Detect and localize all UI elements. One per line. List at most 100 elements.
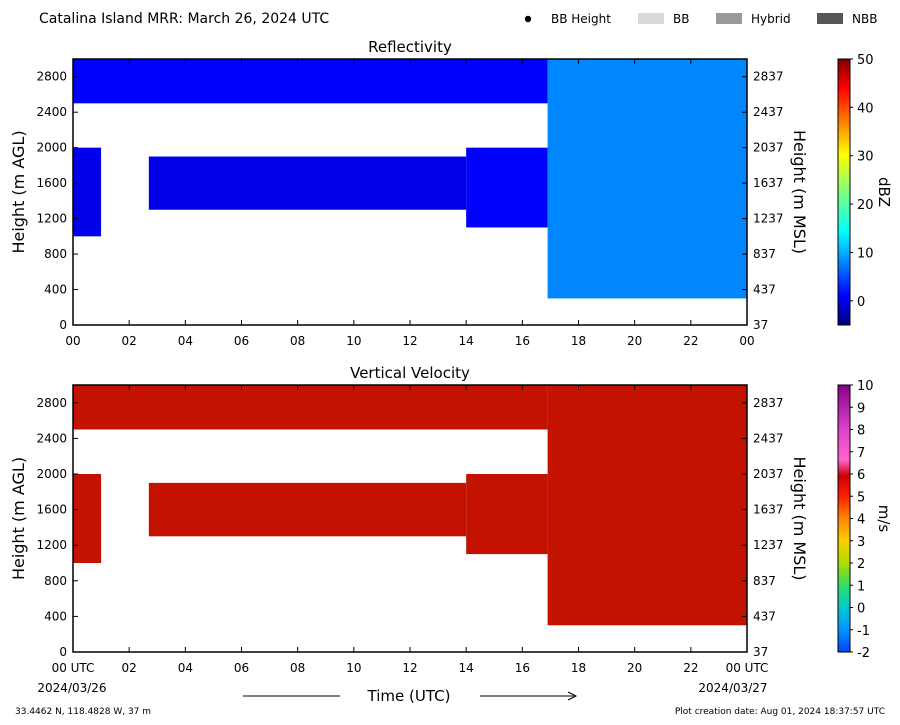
arrow-head-icon [567, 691, 578, 701]
colorbar-tick-label: 40 [857, 101, 874, 116]
x-tick-label: 18 [571, 661, 586, 675]
start-date-label: 2024/03/26 [37, 681, 106, 695]
y-tick-label: 2800 [36, 70, 67, 84]
y-tick-right-label: 837 [753, 574, 776, 588]
x-tick-label: 20 [627, 661, 642, 675]
colorbar-tick-label: 20 [857, 198, 874, 213]
y-tick-right-label: 437 [753, 283, 776, 297]
echo-region [73, 59, 548, 104]
colorbar-tick-label: 10 [857, 246, 874, 261]
legend: BB Height BB Hybrid NBB [524, 12, 877, 26]
chart-title: Catalina Island MRR: March 26, 2024 UTC [39, 11, 329, 27]
y-tick-right-label: 1637 [753, 503, 784, 517]
y-tick-right-label: 2037 [753, 141, 784, 155]
legend-label: Hybrid [751, 12, 791, 26]
y-tick-label: 0 [59, 318, 67, 332]
y-axis-right-label: Height (m MSL) [790, 130, 809, 254]
colorbar-tick-label: 30 [857, 150, 874, 165]
x-tick-label: 22 [683, 661, 698, 675]
x-tick-label: 06 [234, 334, 249, 348]
legend-swatch [638, 13, 664, 24]
x-tick-label: 12 [402, 661, 417, 675]
y-tick-label: 0 [59, 645, 67, 659]
colorbar-tick-label: 9 [857, 401, 865, 416]
y-tick-label: 1200 [36, 212, 67, 226]
x-tick-label: 10 [346, 661, 361, 675]
y-tick-right-label: 2837 [753, 70, 784, 84]
colorbar-tick-label: -1 [857, 624, 870, 639]
x-tick-label: 12 [402, 334, 417, 348]
echo-region [73, 385, 548, 430]
colorbar [837, 384, 851, 653]
x-tick-label: 00 UTC [726, 661, 769, 675]
legend-swatch [817, 13, 843, 24]
x-tick-label: 14 [459, 661, 474, 675]
echo-region [73, 474, 102, 563]
y-tick-right-label: 2437 [753, 105, 784, 119]
colorbar-tick-label: 5 [857, 490, 865, 505]
x-tick-label: 04 [178, 334, 193, 348]
colorbar-tick-label: 0 [857, 602, 865, 617]
y-tick-label: 800 [44, 247, 67, 261]
y-tick-right-label: 437 [753, 609, 776, 623]
y-tick-right-label: 837 [753, 247, 776, 261]
creation-date-text: Plot creation date: Aug 01, 2024 18:37:5… [675, 707, 885, 717]
y-tick-right-label: 2437 [753, 431, 784, 445]
x-tick-label: 16 [515, 661, 530, 675]
x-tick-label: 02 [122, 661, 137, 675]
echo-region [466, 474, 548, 555]
y-tick-label: 400 [44, 609, 67, 623]
echo-region [466, 147, 548, 228]
y-tick-label: 2400 [36, 105, 67, 119]
colorbar-label: dBZ [875, 177, 893, 207]
echo-region [547, 59, 747, 299]
y-tick-label: 2000 [36, 141, 67, 155]
y-tick-label: 1600 [36, 176, 67, 190]
x-tick-label: 04 [178, 661, 193, 675]
x-tick-label: 00 [65, 334, 80, 348]
x-tick-label: 02 [122, 334, 137, 348]
echo-region [547, 385, 747, 626]
y-tick-right-label: 2837 [753, 396, 784, 410]
x-tick-label: 00 UTC [52, 661, 95, 675]
colorbar-tick-label: -2 [857, 646, 870, 661]
x-tick-label: 18 [571, 334, 586, 348]
y-tick-label: 2000 [36, 467, 67, 481]
colorbar-tick-label: 2 [857, 557, 865, 572]
y-tick-right-label: 37 [753, 645, 768, 659]
y-tick-right-label: 37 [753, 318, 768, 332]
x-tick-label: 08 [290, 661, 305, 675]
legend-swatch [716, 13, 742, 24]
colorbar-tick-label: 8 [857, 424, 865, 439]
colorbar-tick-label: 6 [857, 468, 865, 483]
y-tick-label: 400 [44, 283, 67, 297]
colorbar-tick-label: 0 [857, 295, 865, 310]
legend-label: NBB [852, 12, 877, 26]
colorbar-tick-label: 7 [857, 446, 865, 461]
x-tick-label: 06 [234, 661, 249, 675]
panel-title: Vertical Velocity [350, 364, 470, 382]
x-tick-label: 10 [346, 334, 361, 348]
y-axis-label: Height (m AGL) [9, 457, 28, 580]
x-tick-label: 16 [515, 334, 530, 348]
y-axis-label: Height (m AGL) [9, 130, 28, 253]
panel-title: Reflectivity [368, 38, 452, 56]
y-tick-right-label: 1237 [753, 212, 784, 226]
y-tick-label: 1600 [36, 503, 67, 517]
y-tick-right-label: 1237 [753, 538, 784, 552]
colorbar [837, 58, 851, 326]
x-tick-label: 22 [683, 334, 698, 348]
y-tick-right-label: 1637 [753, 176, 784, 190]
location-text: 33.4462 N, 118.4828 W, 37 m [15, 707, 151, 717]
legend-dot-icon [524, 15, 532, 23]
x-axis-label: Time (UTC) [367, 687, 451, 705]
legend-label: BB Height [551, 12, 611, 26]
echo-region [148, 156, 467, 210]
y-tick-label: 800 [44, 574, 67, 588]
x-tick-label: 00 [739, 334, 754, 348]
echo-region [73, 147, 102, 237]
y-tick-right-label: 2037 [753, 467, 784, 481]
